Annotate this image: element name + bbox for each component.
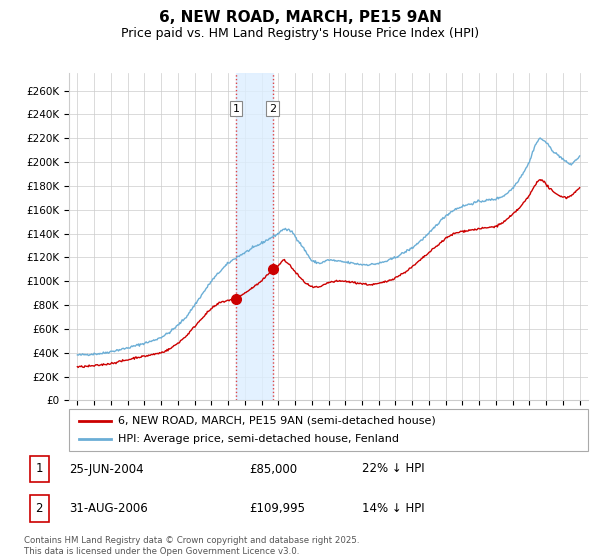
Text: 2: 2: [35, 502, 43, 515]
Text: 1: 1: [233, 104, 239, 114]
FancyBboxPatch shape: [29, 456, 49, 482]
Text: 1: 1: [35, 463, 43, 475]
Text: 6, NEW ROAD, MARCH, PE15 9AN (semi-detached house): 6, NEW ROAD, MARCH, PE15 9AN (semi-detac…: [118, 416, 436, 426]
Text: 14% ↓ HPI: 14% ↓ HPI: [362, 502, 425, 515]
FancyBboxPatch shape: [29, 495, 49, 521]
Text: £109,995: £109,995: [250, 502, 305, 515]
Text: Contains HM Land Registry data © Crown copyright and database right 2025.
This d: Contains HM Land Registry data © Crown c…: [24, 536, 359, 556]
Text: HPI: Average price, semi-detached house, Fenland: HPI: Average price, semi-detached house,…: [118, 434, 400, 444]
Text: 25-JUN-2004: 25-JUN-2004: [69, 463, 144, 475]
Text: 2: 2: [269, 104, 276, 114]
Text: £85,000: £85,000: [250, 463, 298, 475]
Text: 6, NEW ROAD, MARCH, PE15 9AN: 6, NEW ROAD, MARCH, PE15 9AN: [158, 10, 442, 25]
Bar: [236, 73, 272, 400]
Text: 22% ↓ HPI: 22% ↓ HPI: [362, 463, 425, 475]
Text: 31-AUG-2006: 31-AUG-2006: [69, 502, 148, 515]
Text: Price paid vs. HM Land Registry's House Price Index (HPI): Price paid vs. HM Land Registry's House …: [121, 27, 479, 40]
